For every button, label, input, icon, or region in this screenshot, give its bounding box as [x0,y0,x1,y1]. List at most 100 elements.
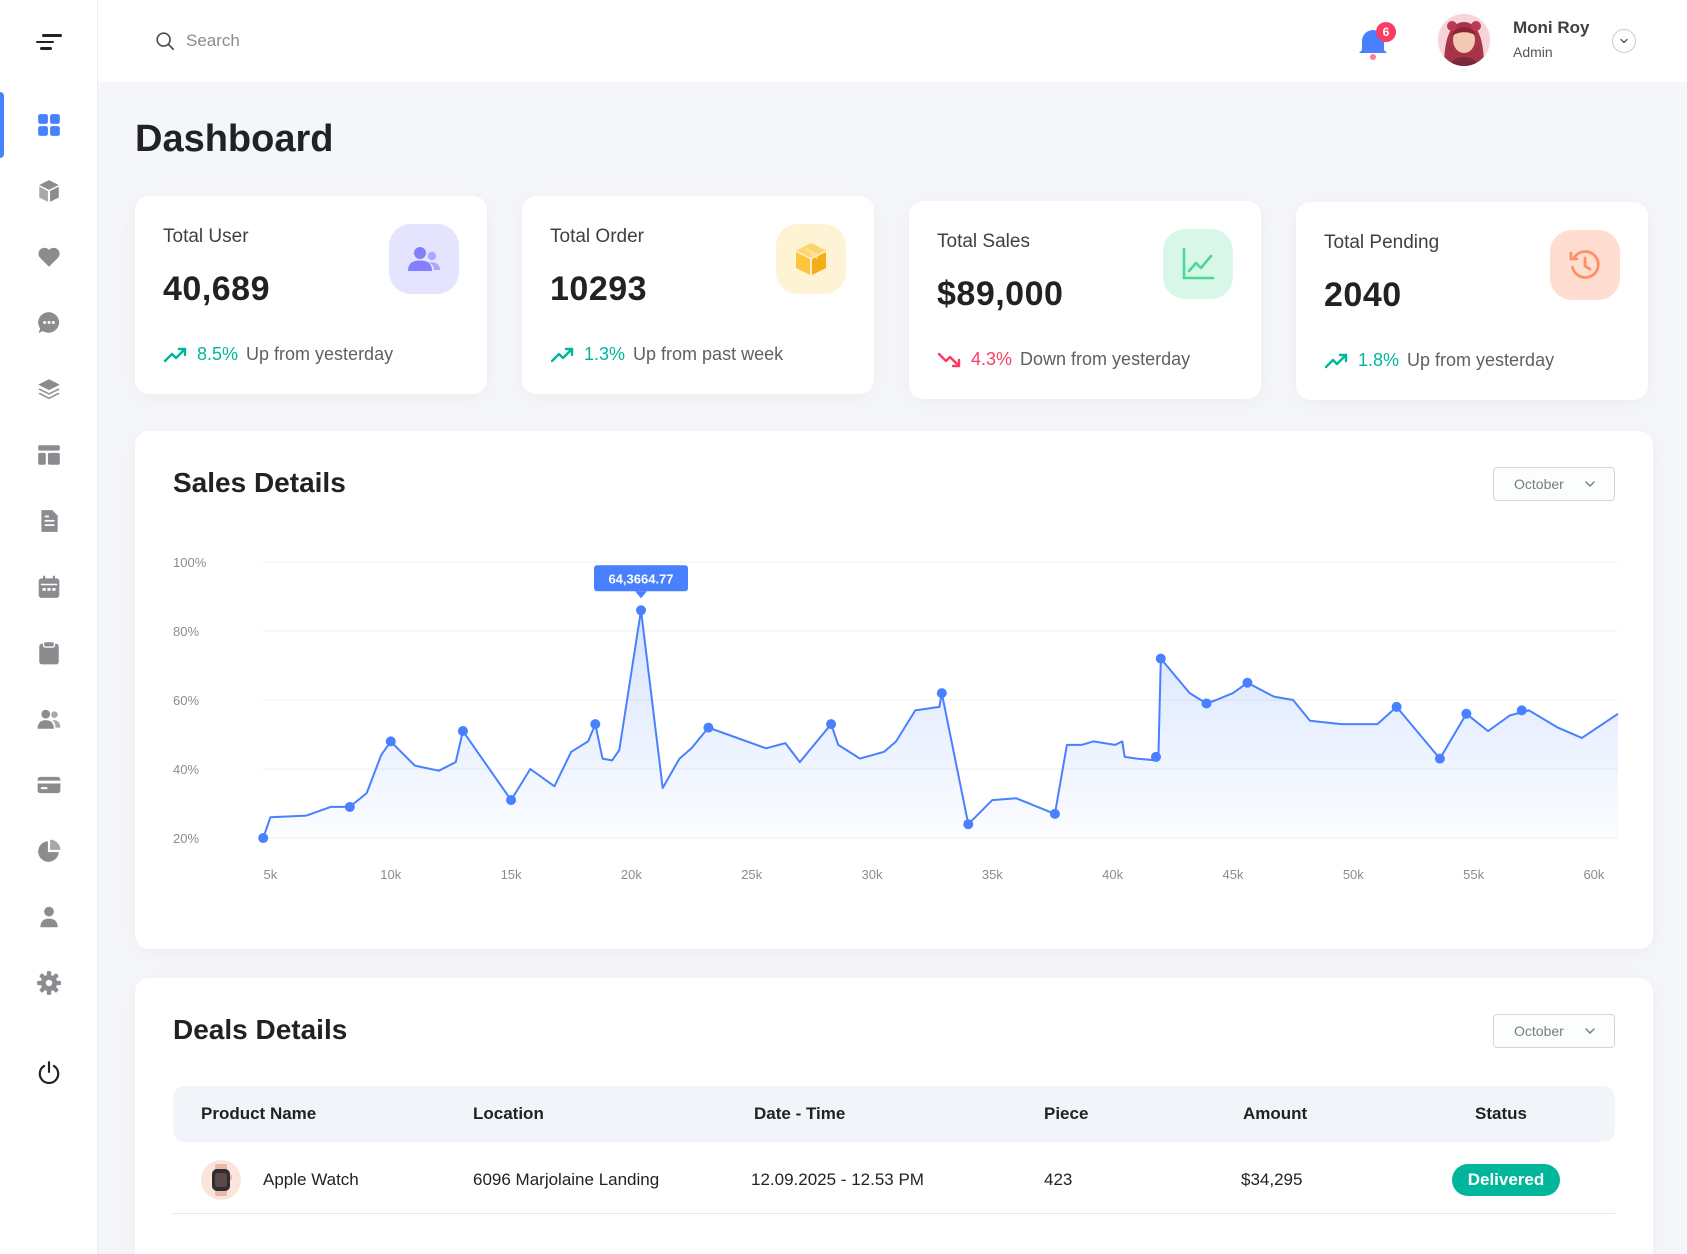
order-lists-icon [38,379,60,400]
sidebar-item-logout[interactable] [0,1040,98,1106]
stat-trend-percent: 4.3% [971,349,1013,369]
chart-point [826,719,837,730]
chevron-down-icon [1585,481,1595,487]
column-header: Status [1475,1104,1527,1123]
chart-point [1150,751,1161,762]
stat-trend: 1.3% Up from past week [550,344,783,365]
stat-trend-text: Up from yesterday [246,344,394,364]
inbox-icon [38,312,60,334]
search-icon [156,32,175,51]
stat-trend: 8.5% Up from yesterday [163,344,393,365]
contact-icon [37,709,61,729]
stat-trend-percent: 1.8% [1358,350,1400,370]
history-icon [1550,230,1620,300]
stat-label: Total Order [550,226,644,247]
column-header: Location [473,1104,544,1123]
product-name: Apple Watch [263,1170,359,1189]
y-tick-label: 40% [173,762,199,777]
chart-point [344,801,355,812]
sales-details-card: Sales Details October 100% 80% 60% 40% 20% 5… [135,431,1653,949]
chart-point [936,688,947,699]
profile-menu-button[interactable] [1612,29,1636,53]
column-header: Piece [1044,1104,1089,1123]
search-bar[interactable] [154,22,554,60]
chevron-down-icon [1620,38,1628,44]
x-tick-label: 55k [1463,867,1484,882]
sidebar-item-inbox[interactable] [0,290,98,356]
chart-point [703,722,714,733]
amount: $34,295 [1241,1170,1303,1189]
stat-trend-text: Up from past week [633,344,784,364]
box-icon [776,224,846,294]
sidebar-item-product-stock[interactable] [0,422,98,488]
notification-button[interactable]: 6 [1356,22,1396,62]
x-tick-label: 30k [862,867,883,882]
chart-point [590,719,601,730]
users-icon [389,224,459,294]
y-tick-label: 100% [173,555,207,570]
chart-point [1391,701,1402,712]
trend-up-icon [163,347,187,362]
chart-point [1155,653,1166,664]
sidebar-item-contact[interactable] [0,686,98,752]
sidebar-item-todo[interactable] [0,620,98,686]
x-tick-label: 60k [1583,867,1604,882]
invoice-icon [37,776,61,794]
stat-card-total-sales: Total Sales $89,000 4.3% Down from yeste… [909,201,1261,399]
sidebar-item-invoice[interactable] [0,752,98,818]
stat-card-total-pending: Total Pending 2040 1.8% Up from yesterda… [1296,202,1648,400]
location: 6096 Marjolaine Landing [473,1170,660,1189]
sales-month-select[interactable]: October [1493,467,1615,501]
piece: 423 [1044,1170,1073,1189]
stat-value: 2040 [1324,276,1402,314]
stat-value: $89,000 [937,275,1064,313]
chart-point [1242,677,1253,688]
stat-trend-text: Up from yesterday [1407,350,1555,370]
sidebar-item-favorites[interactable] [0,224,98,290]
stat-value: 10293 [550,270,648,308]
sidebar-item-products[interactable] [0,158,98,224]
y-tick-label: 80% [173,624,199,639]
trend-up-icon [1324,353,1348,368]
sidebar-item-charts[interactable] [0,818,98,884]
sales-chart: 100% 80% 60% 40% 20% 5k 10k 15k 20k 25k 30k 35k 40k… [173,555,1619,882]
watch-icon [212,1164,232,1196]
x-tick-label: 45k [1222,867,1243,882]
column-header: Amount [1243,1104,1308,1123]
stat-label: Total Sales [937,231,1030,252]
sidebar-item-dashboard[interactable] [0,92,98,158]
sidebar-item-team[interactable] [0,884,98,950]
deals-details-card: Deals Details October Product Name Locat… [135,978,1653,1254]
chevron-down-icon [1585,1028,1595,1034]
sidebar-item-settings[interactable] [0,950,98,1016]
menu-toggle-icon[interactable] [36,32,62,52]
stat-card-total-order: Total Order 10293 1.3% Up from past week [522,196,874,394]
x-tick-label: 40k [1102,867,1123,882]
chart-area [263,610,1619,838]
sidebar-item-pricing[interactable] [0,488,98,554]
line-chart-icon [1163,229,1233,299]
chart-point [1461,708,1472,719]
column-header: Product Name [201,1104,317,1123]
stat-trend-text: Down from yesterday [1020,349,1191,369]
sidebar-item-calendar[interactable] [0,554,98,620]
date-time: 12.09.2025 - 12.53 PM [751,1170,924,1189]
product-stock-icon [38,445,60,465]
chart-point [1049,808,1060,819]
chart-series-line [262,609,1619,839]
search-input[interactable] [186,31,486,51]
x-tick-label: 50k [1343,867,1364,882]
chart-point [385,736,396,747]
avatar[interactable] [1438,14,1490,66]
todo-icon [39,640,59,665]
stat-label: Total Pending [1324,232,1440,253]
stat-value: 40,689 [163,270,270,308]
sales-details-title: Sales Details [173,467,346,498]
sidebar-item-order-lists[interactable] [0,356,98,422]
stat-trend-percent: 8.5% [197,344,239,364]
trend-up-icon [550,347,574,362]
table-row[interactable]: Apple Watch 6096 Marjolaine Landing 12.0… [173,1146,1615,1214]
y-tick-label: 60% [173,693,199,708]
deals-month-select[interactable]: October [1493,1014,1615,1048]
stat-trend: 1.8% Up from yesterday [1324,350,1554,371]
